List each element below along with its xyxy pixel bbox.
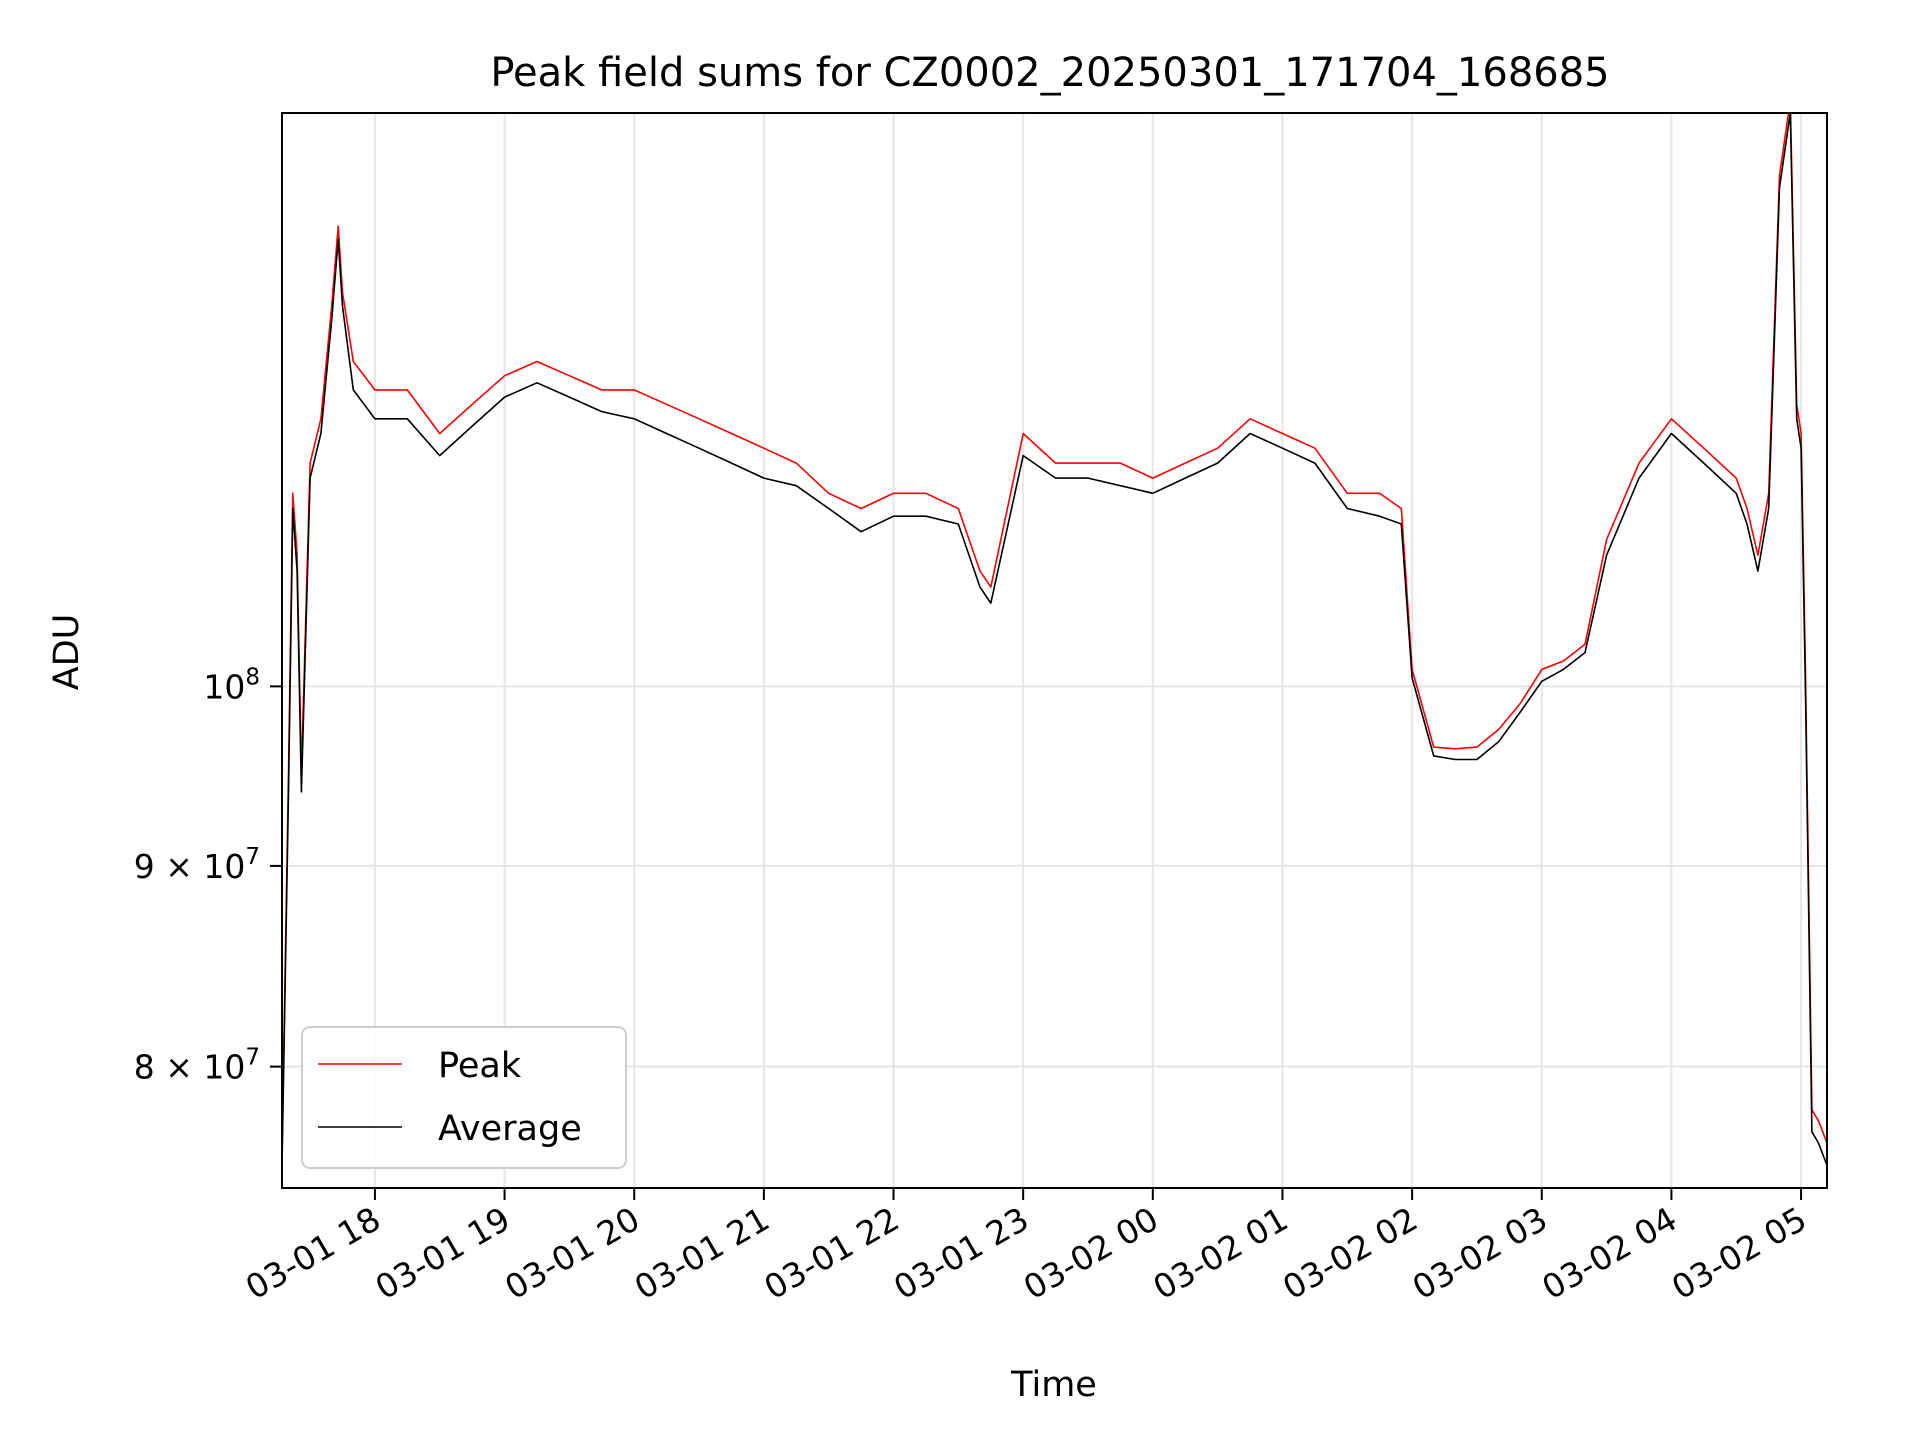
- plot-frame: [281, 112, 1828, 1189]
- x-axis-label: Time: [1010, 1365, 1097, 1405]
- series-line-average: [282, 113, 1827, 1166]
- y-axis-ticks: 8 × 107 9 × 107 108: [134, 664, 282, 1087]
- y-tick-label: 9 × 107: [134, 844, 260, 886]
- chart-title: Peak field sums for CZ0002_20250301_1717…: [490, 50, 1609, 96]
- y-axis-label: ADU: [47, 614, 87, 691]
- plot-area: [282, 113, 1827, 1166]
- legend-label-peak: Peak: [438, 1046, 522, 1086]
- legend: Peak Average: [301, 1026, 627, 1169]
- series-lines: [282, 113, 1827, 1166]
- y-tick-label: 8 × 107: [134, 1045, 260, 1087]
- legend-box: [301, 1026, 627, 1169]
- series-line-peak: [282, 113, 1827, 1155]
- gridlines: [282, 113, 1827, 1188]
- legend-label-average: Average: [438, 1109, 582, 1149]
- y-tick-label: 108: [203, 664, 260, 706]
